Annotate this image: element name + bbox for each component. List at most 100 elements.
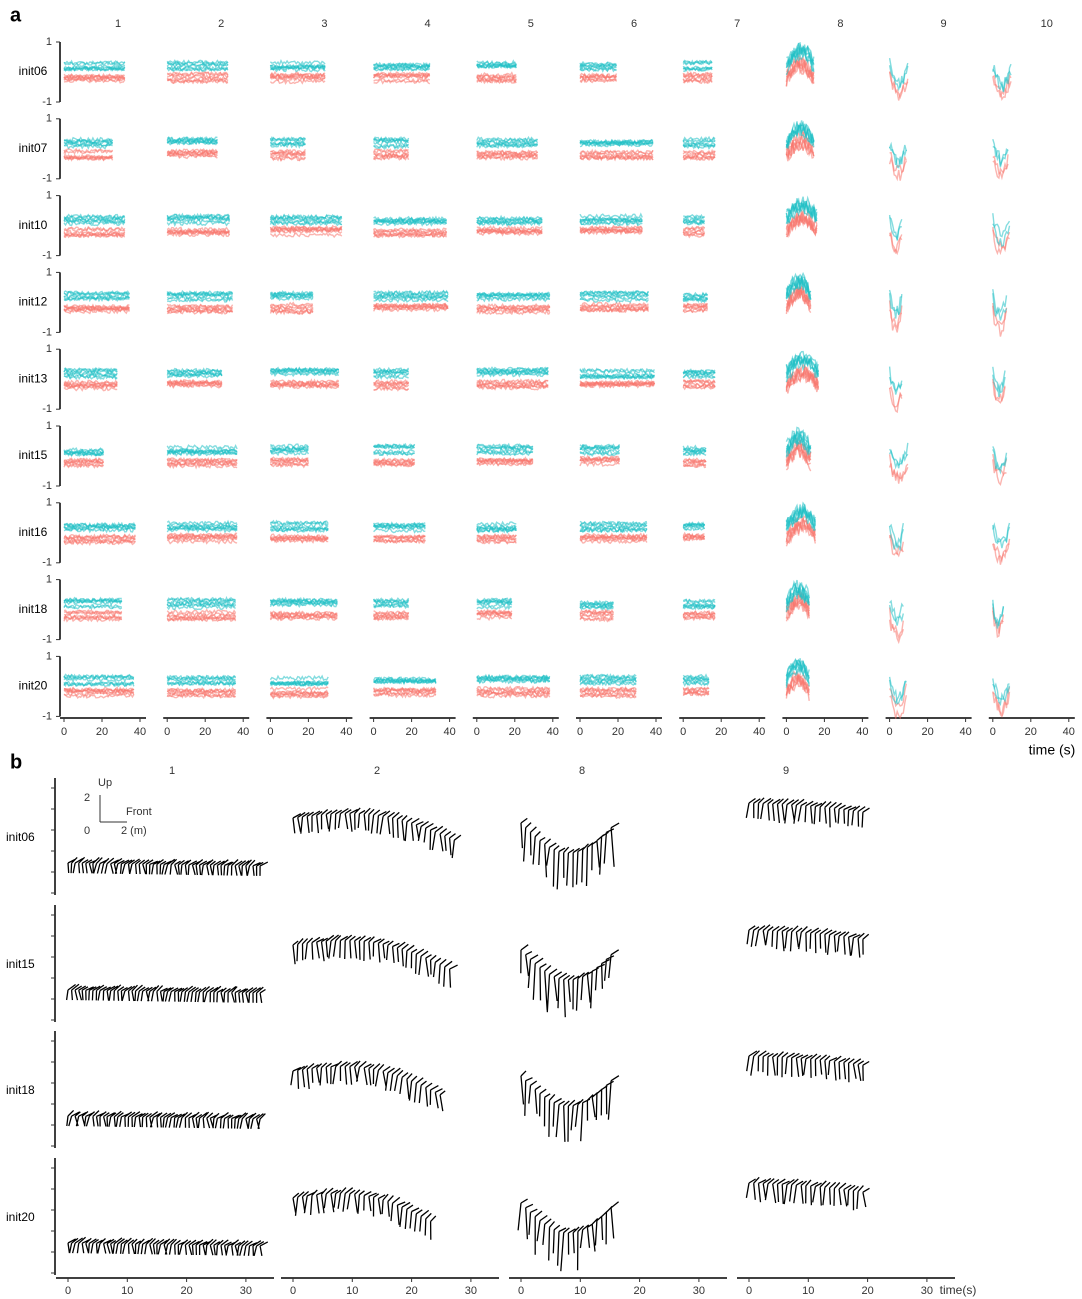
x-tick-label: 40 (753, 726, 765, 738)
y-tick-label: 1 (46, 497, 52, 509)
x-tick-label: 20 (405, 1285, 417, 1297)
x-tick-label: 0 (290, 1285, 296, 1297)
x-tick-label: 0 (518, 1285, 524, 1297)
y-tick-label: 1 (46, 36, 52, 48)
y-tick-label: -1 (42, 480, 52, 492)
trace-row (64, 580, 1003, 642)
trace (580, 298, 648, 302)
x-tick-label: 30 (465, 1285, 477, 1297)
row-label: init18 (19, 602, 48, 616)
stick-figure (747, 1051, 870, 1083)
x-tick-label: 20 (199, 726, 211, 738)
trace (374, 529, 426, 533)
x-tick-label: 30 (240, 1285, 252, 1297)
x-tick-label: 40 (959, 726, 971, 738)
x-tick-label: 40 (650, 726, 662, 738)
stick-figures (67, 925, 869, 1017)
trace (890, 443, 908, 465)
scale-label: 2 (m) (121, 825, 147, 837)
stick-figures (68, 1177, 870, 1271)
x-tick-label: 40 (856, 726, 868, 738)
column-label: 4 (425, 18, 431, 30)
trace-row (64, 274, 1007, 337)
x-tick-label: 20 (861, 1285, 873, 1297)
column-label: 1 (115, 18, 121, 30)
y-tick-label: -1 (42, 634, 52, 646)
x-tick-label: 30 (921, 1285, 933, 1297)
trace (580, 303, 648, 307)
y-tick-label: 1 (46, 650, 52, 662)
x-tick-label: 10 (802, 1285, 814, 1297)
row-label: init20 (6, 1210, 35, 1224)
y-tick-label: -1 (42, 326, 52, 338)
scale-label: 0 (84, 825, 90, 837)
column-label: 1 (169, 765, 175, 777)
stick-figure (747, 925, 869, 958)
x-tick-label: 0 (746, 1285, 752, 1297)
row-label: init18 (6, 1083, 35, 1097)
x-tick-label: 0 (371, 726, 377, 738)
column-label: 6 (631, 18, 637, 30)
y-tick-label: -1 (42, 557, 52, 569)
column-label: 3 (321, 18, 327, 30)
row-label: init07 (19, 141, 48, 155)
x-tick-label: 0 (65, 1285, 71, 1297)
y-tick-label: 1 (46, 190, 52, 202)
column-label: 8 (837, 18, 843, 30)
panel-label: b (10, 751, 22, 773)
y-tick-label: -1 (42, 710, 52, 722)
column-label: 10 (1041, 18, 1053, 30)
x-tick-label: 0 (474, 726, 480, 738)
stick-figure (746, 1177, 869, 1210)
stick-figure (521, 1071, 619, 1142)
figure: a time (s) b time(s) Up Front 2 0 2 (m) … (0, 0, 1082, 1299)
stick-figure (68, 1237, 268, 1256)
x-tick-label: 20 (302, 726, 314, 738)
trace (580, 462, 620, 466)
x-tick-label: 0 (267, 726, 273, 738)
column-label: 2 (218, 18, 224, 30)
trace (270, 676, 328, 680)
column-label: 2 (374, 765, 380, 777)
y-tick-label: -1 (42, 173, 52, 185)
x-tick-label: 40 (237, 726, 249, 738)
trace-row (64, 352, 1005, 412)
row-label: init10 (19, 218, 48, 232)
row-label: init16 (19, 525, 48, 539)
trace (64, 694, 134, 698)
trace-row (64, 428, 1007, 485)
x-tick-label: 0 (680, 726, 686, 738)
x-tick-label: 0 (164, 726, 170, 738)
x-tick-label: 20 (921, 726, 933, 738)
x-tick-label: 20 (818, 726, 830, 738)
y-tick-label: 1 (46, 266, 52, 278)
stick-figure (293, 1188, 436, 1240)
trace-row (64, 658, 1010, 718)
trace (167, 610, 235, 614)
y-tick-label: 1 (46, 420, 52, 432)
stick-figure (518, 1199, 619, 1271)
y-tick-label: 1 (46, 574, 52, 586)
row-label: init12 (19, 295, 48, 309)
x-tick-label: 30 (693, 1285, 705, 1297)
x-tick-label: 10 (574, 1285, 586, 1297)
row-label: init06 (19, 64, 48, 78)
x-axis-title: time (s) (1029, 742, 1076, 758)
y-tick-label: -1 (42, 96, 52, 108)
x-tick-label: 0 (783, 726, 789, 738)
stick-figure (293, 935, 458, 988)
y-tick-label: 1 (46, 113, 52, 125)
trace-row (64, 503, 1010, 565)
trace (270, 233, 341, 237)
stick-figure (291, 1061, 445, 1111)
x-tick-label: 0 (990, 726, 996, 738)
x-axis-title: time(s) (940, 1283, 977, 1297)
trace (167, 445, 237, 449)
trace-row (64, 121, 1008, 181)
trace (477, 616, 512, 620)
x-tick-label: 40 (443, 726, 455, 738)
stick-figure (68, 857, 268, 876)
x-tick-label: 40 (547, 726, 559, 738)
panel-label: a (10, 4, 22, 26)
x-tick-label: 20 (1025, 726, 1037, 738)
